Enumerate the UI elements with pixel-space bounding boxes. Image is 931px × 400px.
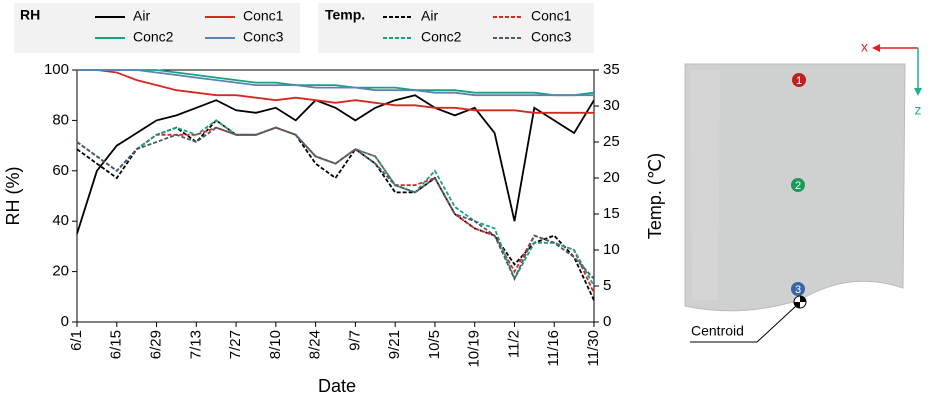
- x-tick-label: 6/1: [68, 330, 85, 351]
- x-tick-label: 7/13: [187, 330, 204, 359]
- axis-z-label: z: [915, 102, 922, 118]
- x-tick-label: 9/21: [386, 330, 403, 359]
- point-label: 1: [796, 75, 802, 87]
- x-tick-label: 9/7: [346, 330, 363, 351]
- leader-line: [690, 305, 797, 343]
- temp-legend-box: [318, 3, 594, 53]
- x-tick-label: 10/5: [426, 330, 443, 359]
- y-tick-label: 20: [52, 263, 69, 280]
- x-tick-label: 11/30: [585, 330, 602, 366]
- line-series: [76, 94, 595, 235]
- legend-label: Air: [421, 8, 438, 24]
- point-marker: [792, 73, 806, 87]
- z-arrow-head: [914, 88, 922, 96]
- line-series: [77, 69, 594, 97]
- y2-tick-label: 0: [603, 313, 611, 330]
- plot-frame: [76, 69, 595, 323]
- axis-x-label: x: [861, 39, 868, 55]
- y2-tick-label: 5: [603, 277, 611, 294]
- legend-label: Conc3: [243, 29, 284, 45]
- y-tick-label: 100: [44, 61, 69, 78]
- x-tick-label: 7/27: [227, 330, 244, 359]
- legend-group-title: Temp.: [325, 7, 365, 23]
- legend-label: Air: [133, 8, 150, 24]
- y-axis-label: RH (%): [3, 167, 23, 226]
- y-tick-label: 0: [61, 313, 69, 330]
- point-label: 2: [795, 180, 801, 192]
- x-tick-label: 8/24: [307, 330, 324, 359]
- y-tick-label: 40: [52, 212, 69, 229]
- y-tick-label: 80: [52, 111, 69, 128]
- centroid-label: Centroid: [691, 323, 744, 339]
- x-axis-label: Date: [318, 376, 356, 396]
- y2-axis-label: Temp. (℃): [645, 153, 665, 239]
- diagram: x z 1 2 3 Centroid: [684, 39, 922, 343]
- y2-tick-label: 35: [603, 61, 620, 78]
- x-arrow-head: [872, 44, 880, 52]
- line-series: [76, 126, 595, 281]
- x-tick-label: 8/10: [267, 330, 284, 359]
- y2-tick-label: 20: [603, 169, 620, 186]
- x-tick-label: 11/16: [545, 330, 562, 366]
- legend-label: Conc1: [243, 8, 284, 24]
- centroid-fill: [794, 296, 806, 308]
- point-marker: [791, 282, 805, 296]
- y2-tick-label: 30: [603, 97, 620, 114]
- y2-tick-label: 25: [603, 133, 620, 150]
- legend-group-title: RH: [20, 7, 40, 23]
- y2-tick-label: 15: [603, 205, 620, 222]
- x-tick-label: 11/2: [505, 330, 522, 358]
- legend-label: Conc1: [531, 8, 572, 24]
- legend-label: Conc2: [133, 29, 174, 45]
- x-tick-label: 6/29: [148, 330, 165, 359]
- point-marker: [791, 178, 805, 192]
- y-tick-label: 60: [52, 162, 69, 179]
- line-series: [77, 69, 595, 97]
- legend-label: Conc2: [421, 29, 462, 45]
- x-tick-label: 10/19: [466, 330, 483, 368]
- legend-label: Conc3: [531, 29, 572, 45]
- y2-tick-label: 10: [603, 241, 620, 258]
- point-label: 3: [795, 284, 801, 296]
- texture: [690, 70, 720, 300]
- line-series: [77, 69, 594, 114]
- rh-legend-box: [14, 3, 300, 53]
- x-tick-label: 6/15: [108, 330, 125, 359]
